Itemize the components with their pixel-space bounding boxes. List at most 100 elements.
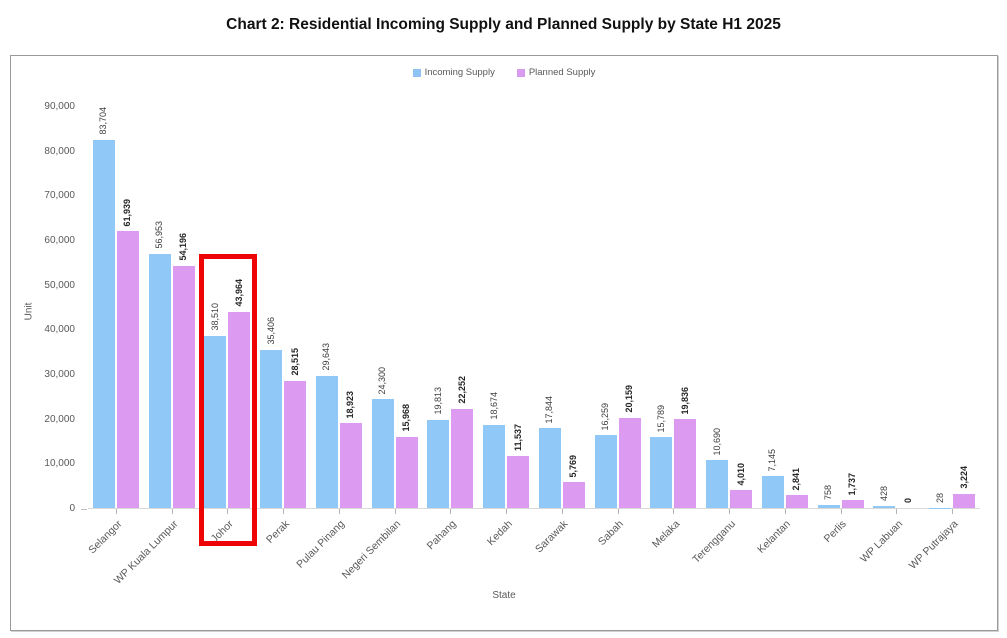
barwrap-planned-supply-johor: 43,964 [228,107,251,508]
bar-group-terengganu: 10,690 4,010 Terengganu [690,107,757,566]
data-label-planned-supply-wp-kuala-lumpur: 54,196 [178,233,189,261]
data-label-planned-supply-perlis: 1,737 [847,472,858,496]
barwrap-planned-supply-selangor: 61,939 [116,107,139,508]
bar-group-perak: 35,406 28,515 Perak [255,107,311,546]
data-label-incoming-supply-perlis: 758 [823,484,834,500]
x-axis-tick [673,509,675,514]
barwrap-planned-supply-perlis: 1,737 [841,107,864,508]
bar-incoming-supply-johor [204,336,227,508]
x-axis-tick [896,509,898,514]
x-axis-label-terengganu: Terengganu [689,518,738,566]
chart-legend: Incoming Supply Planned Supply [11,67,997,78]
bar-group-wp-labuan: 428 0 WP Labuan [858,107,925,565]
barwrap-planned-supply-terengganu: 4,010 [730,107,753,508]
barwrap-incoming-supply-perlis: 758 [817,107,840,508]
barwrap-incoming-supply-wp-putrajaya: 28 [929,107,952,508]
bar-planned-supply-negeri-sembilan [395,436,418,508]
y-axis-tick-label: 70,000 [44,190,75,202]
barwrap-incoming-supply-terengganu: 10,690 [706,107,729,508]
barwrap-incoming-supply-pahang: 19,813 [427,107,450,508]
chart-container: Incoming Supply Planned Supply Unit 83,70… [10,55,998,631]
x-axis-tick [784,509,786,514]
x-axis-label-pulau-pinang: Pulau Pinang [294,518,348,571]
x-axis-tick [450,509,452,514]
data-label-planned-supply-pulau-pinang: 18,923 [345,390,356,419]
bar-group-negeri-sembilan: 24,300 15,968 Negeri Sembilan [340,107,423,581]
data-label-planned-supply-sarawak: 5,769 [568,454,579,478]
bar-group-kelantan: 7,145 2,841 Kelantan [756,107,813,556]
barwrap-planned-supply-negeri-sembilan: 15,968 [395,107,418,508]
x-axis-tick [561,509,563,514]
x-axis-label-selangor: Selangor [86,518,125,557]
x-axis-tick [338,509,340,514]
x-axis-label-kedah: Kedah [484,518,515,548]
barwrap-planned-supply-pulau-pinang: 18,923 [339,107,362,508]
data-label-planned-supply-melaka: 19,836 [679,386,690,415]
x-axis-label-perak: Perak [263,518,292,546]
data-label-planned-supply-perak: 28,515 [289,348,300,376]
bar-planned-supply-perak [284,380,307,508]
barwrap-planned-supply-sarawak: 5,769 [562,107,585,508]
barwrap-planned-supply-kelantan: 2,841 [785,107,808,508]
x-axis-tick [227,509,229,514]
data-label-planned-supply-kelantan: 2,841 [791,467,802,491]
johor-highlight-box [199,254,257,546]
x-axis-title: State [492,590,516,601]
bar-group-sarawak: 17,844 5,769 Sarawak [533,107,590,555]
plot-area: 83,704 61,939 Selangor 56,953 54,196 WP Kuala… [86,107,980,587]
barwrap-incoming-supply-perak: 35,406 [260,107,283,508]
bar-group-pulau-pinang: 29,643 18,923 Pulau Pinang [295,107,367,571]
y-axis-tick-label: 10,000 [44,458,75,470]
barwrap-planned-supply-wp-putrajaya: 3,224 [953,107,976,508]
bar-incoming-supply-kelantan [761,476,784,508]
barwrap-incoming-supply-johor: 38,510 [204,107,227,508]
legend-label: Incoming Supply [424,67,495,78]
bar-planned-supply-sabah [618,417,641,508]
data-label-incoming-supply-wp-labuan: 428 [878,486,889,502]
barwrap-planned-supply-perak: 28,515 [284,107,307,508]
x-axis-tick [171,509,173,514]
x-axis-tick [952,509,954,514]
data-label-incoming-supply-wp-kuala-lumpur: 56,953 [154,221,165,249]
barwrap-incoming-supply-kelantan: 7,145 [761,107,784,508]
x-axis-tick [729,509,731,514]
bar-incoming-supply-perak [260,349,283,508]
bar-group-sabah: 16,259 20,159 Sabah [590,107,646,548]
data-label-planned-supply-kedah: 11,537 [512,424,523,452]
data-label-incoming-supply-kedah: 18,674 [488,392,499,420]
bar-group-wp-putrajaya: 28 3,224 WP Putrajaya [907,107,980,572]
bar-planned-supply-kedah [507,456,530,508]
legend-label: Planned Supply [528,67,596,78]
bar-group-johor: 38,510 43,964 Johor [200,107,256,545]
bar-planned-supply-terengganu [730,490,753,508]
barwrap-incoming-supply-sarawak: 17,844 [538,107,561,508]
legend-item-planned-supply: Planned Supply [516,67,596,78]
bar-planned-supply-wp-kuala-lumpur [172,265,195,508]
y-axis-tick-label: 20,000 [44,413,75,425]
x-axis-tick [394,509,396,514]
bar-incoming-supply-pulau-pinang [315,375,338,508]
barwrap-incoming-supply-pulau-pinang: 29,643 [315,107,338,508]
x-axis-tick [840,509,842,514]
y-axis-tick-label: 30,000 [44,369,75,380]
x-axis-label-perlis: Perlis [822,518,850,546]
bar-group-kedah: 18,674 11,537 Kedah [478,107,534,548]
bar-incoming-supply-sarawak [538,428,561,508]
barwrap-incoming-supply-wp-labuan: 428 [873,107,896,508]
bar-group-selangor: 83,704 61,939 Selangor [86,107,144,556]
page-title: Chart 2: Residential Incoming Supply and… [226,16,781,33]
x-axis-label-melaka: Melaka [649,518,682,551]
bar-incoming-supply-melaka [650,437,673,508]
data-label-incoming-supply-negeri-sembilan: 24,300 [377,366,388,395]
bar-planned-supply-pulau-pinang [339,423,362,508]
bar-planned-supply-kelantan [785,495,808,508]
legend-swatch-icon [412,68,421,77]
data-label-planned-supply-sabah: 20,159 [624,385,635,413]
data-label-incoming-supply-kelantan: 7,145 [767,448,778,472]
data-label-incoming-supply-sabah: 16,259 [600,402,611,431]
bar-incoming-supply-perlis [817,504,840,508]
barwrap-incoming-supply-sabah: 16,259 [594,107,617,508]
x-axis-label-pahang: Pahang [424,518,459,553]
bar-incoming-supply-negeri-sembilan [371,399,394,508]
barwrap-incoming-supply-wp-kuala-lumpur: 56,953 [148,107,171,508]
